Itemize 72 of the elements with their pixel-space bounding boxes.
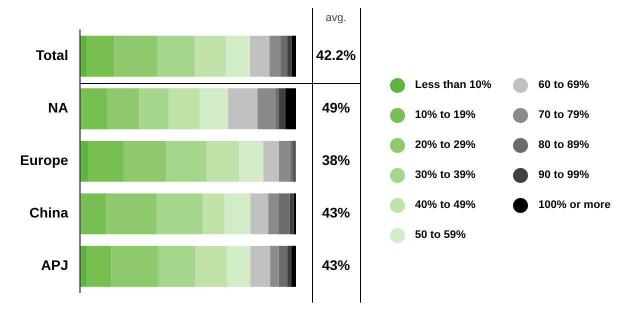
y-tick-label: APJ [40,257,68,274]
bar [290,193,294,234]
bar [224,193,250,234]
bar [269,36,280,77]
legend-label: 10% to 19% [415,109,476,121]
y-tick-label: China [29,204,68,221]
bar [156,193,203,234]
bar [278,88,286,130]
bar [278,193,290,234]
bar [139,88,169,130]
legend-label: 80 to 89% [538,139,590,151]
bar [86,36,114,77]
bar [226,36,250,77]
bar [287,36,292,77]
bar [82,88,108,130]
bar [285,88,296,130]
bar [278,140,290,182]
bar [278,246,288,287]
legend-label: Less than 10% [415,79,492,91]
bar [157,36,195,77]
bar [166,140,206,182]
bar [263,140,279,182]
bar [206,140,240,182]
legend-label: 90 to 99% [538,169,590,181]
bar [275,88,279,130]
bar [124,140,166,182]
bar [291,246,296,287]
legend-label: 60 to 69% [538,79,590,91]
bar [290,140,294,182]
bar [292,36,296,77]
bar [250,193,268,234]
bar [195,246,227,287]
bar [194,36,226,77]
bar [80,36,86,77]
bar [200,88,228,130]
bar [250,246,270,287]
bar [202,193,224,234]
y-tick-label: Total [36,47,68,64]
y-tick-label: Europe [20,152,68,168]
legend-label: 30% to 39% [415,169,476,181]
bar [228,88,258,130]
bar [108,88,140,130]
text: 42.2% [316,47,356,64]
bar [80,246,86,287]
bar [80,140,88,182]
text: 49% [322,100,351,116]
bar [287,246,292,287]
bar [280,36,288,77]
legend-label: 70 to 79% [538,109,590,121]
bar [239,140,264,182]
legend-label: 100% or more [538,199,611,211]
text: 43% [322,204,351,221]
bar [268,193,278,234]
bar [257,88,276,130]
text: 43% [322,257,351,274]
text: avg. [326,12,346,24]
bar [158,246,196,287]
text: 38% [322,152,351,168]
legend-label: 20% to 29% [415,139,476,151]
bar [80,193,106,234]
bar [226,246,250,287]
bar [168,88,200,130]
bar [114,36,158,77]
bar [86,246,112,287]
bar [250,36,270,77]
legend-label: 50 to 59% [415,229,466,241]
y-tick-label: NA [48,100,68,116]
bar [88,140,124,182]
bar [111,246,159,287]
bar [270,246,279,287]
legend-label: 40% to 49% [415,199,476,211]
bar [106,193,157,234]
